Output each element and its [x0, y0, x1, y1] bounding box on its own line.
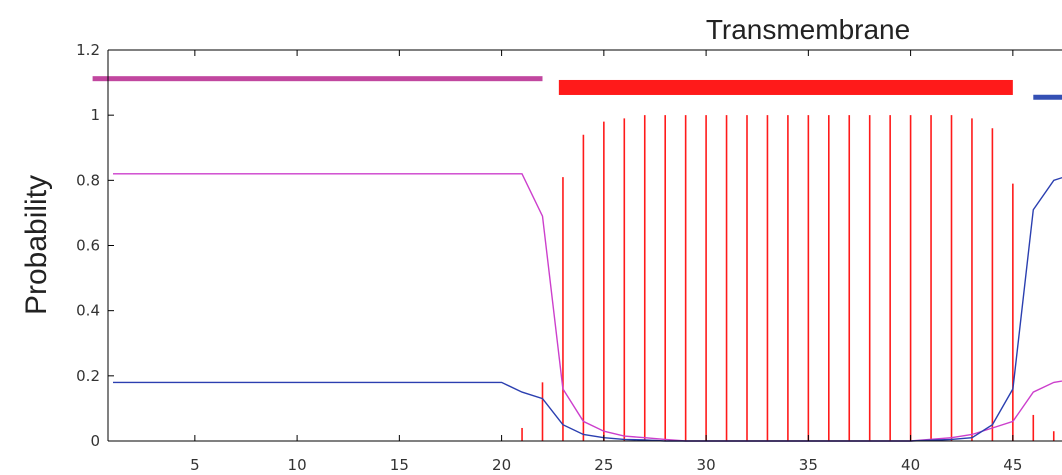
x-tick-label: 30 [697, 456, 716, 474]
x-tick-label: 20 [492, 456, 511, 474]
topology-bar-3 [1033, 94, 1062, 100]
axes [107, 49, 1062, 442]
y-tick-label: 0 [90, 432, 100, 450]
topology-bar-1 [92, 76, 543, 82]
x-tick-label: 15 [390, 456, 409, 474]
y-tick-label: 0.6 [76, 237, 100, 255]
transmembrane-impulses [521, 115, 1055, 441]
x-tick-label: 25 [594, 456, 613, 474]
y-tick-label: 0.4 [76, 302, 100, 320]
y-tick-label: 1 [90, 106, 100, 124]
chart-title: Transmembrane [706, 14, 910, 45]
x-tick-label: 5 [190, 456, 200, 474]
x-tick-label: 45 [1003, 456, 1022, 474]
outside-probability-line [113, 173, 1062, 442]
topology-bar-2 [558, 79, 1013, 95]
tick-labels: 0 0.2 0.4 0.6 0.8 1 1.2 5 10 15 20 25 30 35 40 45 [76, 41, 1022, 474]
y-tick-label: 1.2 [76, 41, 100, 59]
topology-bars [92, 76, 1062, 100]
y-axis-title: Probability [20, 175, 53, 315]
x-tick-label: 10 [288, 456, 307, 474]
inside-probability-line [113, 176, 1062, 442]
y-tick-label: 0.2 [76, 367, 100, 385]
probability-lines [113, 173, 1062, 442]
x-tick-label: 40 [901, 456, 920, 474]
y-tick-label: 0.8 [76, 171, 100, 189]
x-tick-label: 35 [799, 456, 818, 474]
